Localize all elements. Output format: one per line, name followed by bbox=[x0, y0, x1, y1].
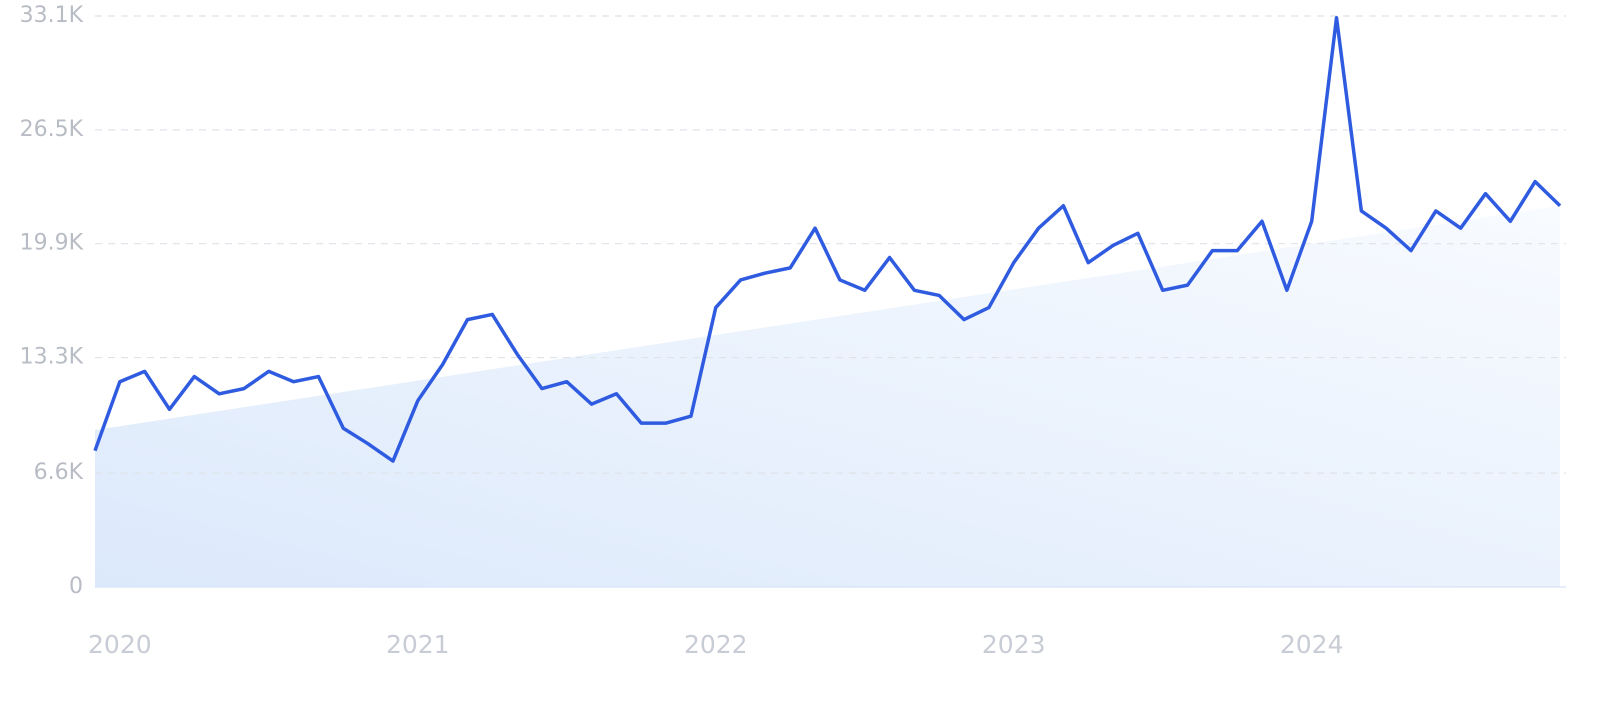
x-tick-label: 2024 bbox=[1280, 630, 1344, 659]
y-tick-label: 19.9K bbox=[20, 231, 84, 256]
x-tick-label: 2022 bbox=[684, 630, 748, 659]
y-tick-label: 13.3K bbox=[20, 345, 84, 370]
line bbox=[93, 15, 1562, 463]
x-tick-label: 2023 bbox=[982, 630, 1046, 659]
trend-area bbox=[95, 205, 1560, 587]
x-tick-label: 2020 bbox=[88, 630, 152, 659]
x-tick-label: 2021 bbox=[386, 630, 450, 659]
y-tick-label: 0 bbox=[69, 574, 83, 599]
y-tick-label: 26.5K bbox=[20, 117, 84, 142]
y-tick-label: 33.1K bbox=[20, 3, 84, 28]
y-tick-label: 6.6K bbox=[34, 460, 84, 485]
